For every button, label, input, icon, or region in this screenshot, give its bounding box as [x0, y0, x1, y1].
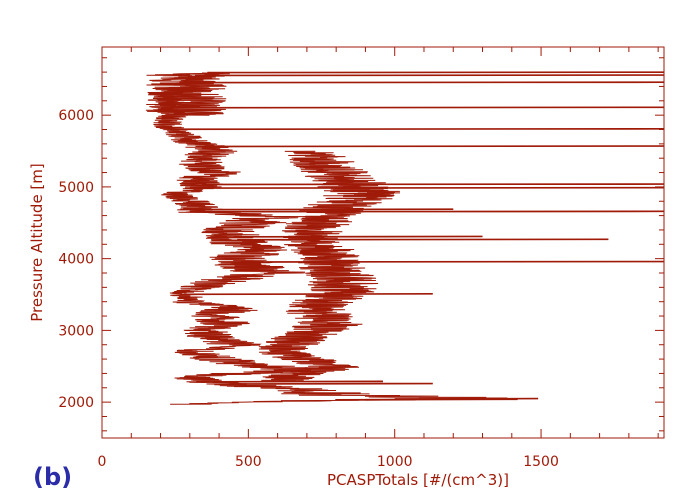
y-tick-label: 3000 — [58, 323, 94, 339]
y-axis-title: Pressure Altitude [m] — [28, 163, 46, 322]
data-layer — [145, 71, 665, 405]
x-tick-label: 1500 — [523, 454, 559, 470]
x-tick-label: 0 — [98, 454, 107, 470]
panel-label: (b) — [33, 463, 73, 491]
plot-frame — [101, 46, 665, 439]
x-tick-label: 500 — [235, 454, 262, 470]
ticks-layer: 0 500 1000 1500 2000 3000 4000 5000 6000 — [58, 47, 664, 470]
y-tick-label: 4000 — [58, 252, 94, 268]
y-tick-label: 2000 — [58, 395, 94, 411]
x-tick-label: 1000 — [377, 454, 413, 470]
x-axis-title: PCASPTotals [#/(cm^3)] — [327, 471, 509, 489]
profile-trace — [149, 73, 508, 405]
secondary-trace — [258, 150, 401, 382]
y-tick-label: 5000 — [58, 180, 94, 196]
y-tick-label: 6000 — [58, 108, 94, 124]
